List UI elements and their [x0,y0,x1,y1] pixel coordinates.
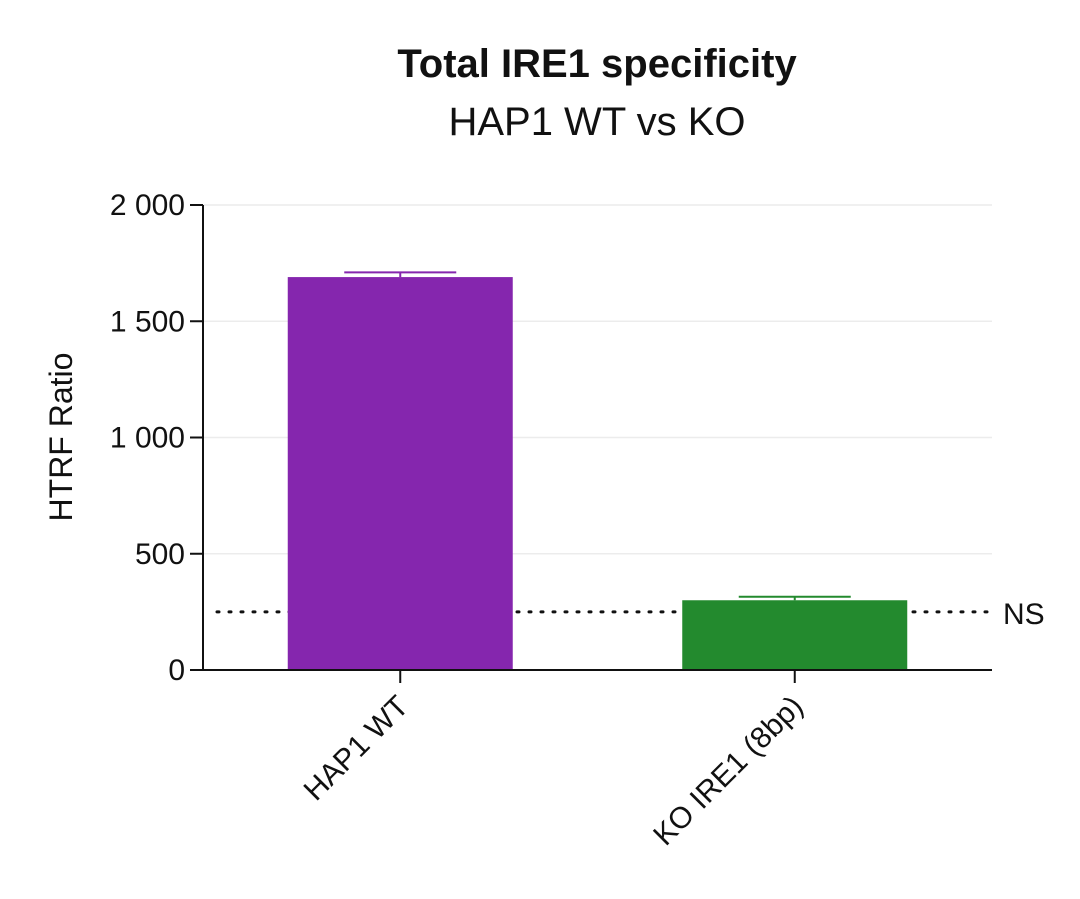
x-tick-label: HAP1 WT [298,690,416,808]
reference-line-group: NS [215,598,1045,631]
chart-subtitle: HAP1 WT vs KO [448,100,745,144]
ns-reference-label: NS [1003,598,1045,631]
bar [682,600,908,670]
y-tick-label: 1 000 [110,422,185,455]
chart-title: Total IRE1 specificity [397,42,797,86]
y-axis-title: HTRF Ratio [43,353,79,522]
bar [287,277,513,670]
x-tick-label: KO IRE1 (8bp) [647,690,809,852]
y-tick-label: 1 500 [110,305,185,338]
y-tick-label: 2 000 [110,189,185,222]
bars [287,271,908,670]
y-tick-label: 500 [135,538,185,571]
axes [190,204,992,683]
y-tick-label: 0 [168,654,185,687]
